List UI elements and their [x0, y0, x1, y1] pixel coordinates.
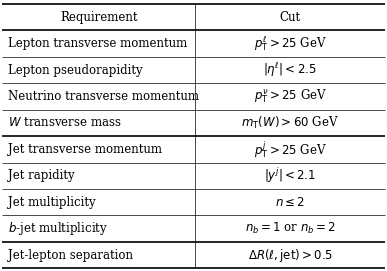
Text: Jet multiplicity: Jet multiplicity: [8, 196, 95, 209]
Text: Jet rapidity: Jet rapidity: [8, 169, 74, 182]
Text: Jet transverse momentum: Jet transverse momentum: [8, 143, 162, 156]
Text: Jet-lepton separation: Jet-lepton separation: [8, 249, 133, 262]
Text: $n_b = 1$ or $n_b = 2$: $n_b = 1$ or $n_b = 2$: [245, 221, 336, 236]
Text: $n \leq 2$: $n \leq 2$: [275, 196, 305, 209]
Text: Lepton pseudorapidity: Lepton pseudorapidity: [8, 64, 142, 77]
Text: Lepton transverse momentum: Lepton transverse momentum: [8, 37, 187, 50]
Text: $|y^{j}| < 2.1$: $|y^{j}| < 2.1$: [264, 166, 316, 185]
Text: $p_{\mathrm{T}}^{\ell} > 25$ GeV: $p_{\mathrm{T}}^{\ell} > 25$ GeV: [254, 34, 327, 53]
Text: $|\eta^{\ell}| < 2.5$: $|\eta^{\ell}| < 2.5$: [264, 61, 317, 79]
Text: $p_{\mathrm{T}}^{\nu} > 25$ GeV: $p_{\mathrm{T}}^{\nu} > 25$ GeV: [254, 88, 327, 105]
Text: Neutrino transverse momentum: Neutrino transverse momentum: [8, 90, 199, 103]
Text: $\Delta R(\ell, \mathrm{jet}) > 0.5$: $\Delta R(\ell, \mathrm{jet}) > 0.5$: [248, 247, 333, 264]
Text: $m_{\mathrm{T}}(W) > 60$ GeV: $m_{\mathrm{T}}(W) > 60$ GeV: [241, 115, 339, 131]
Text: $W$ transverse mass: $W$ transverse mass: [8, 117, 122, 130]
Text: $b$-jet multiplicity: $b$-jet multiplicity: [8, 220, 108, 237]
Text: Requirement: Requirement: [60, 11, 137, 24]
Text: $p_{\mathrm{T}}^{j} > 25$ GeV: $p_{\mathrm{T}}^{j} > 25$ GeV: [254, 139, 327, 160]
Text: Cut: Cut: [280, 11, 301, 24]
